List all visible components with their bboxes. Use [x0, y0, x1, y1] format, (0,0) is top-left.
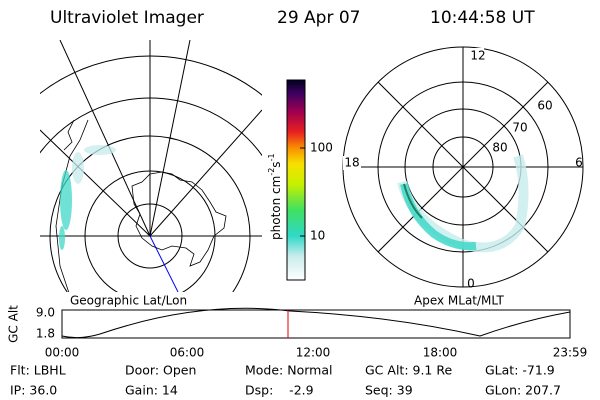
info-field: IP: 36.0 [10, 383, 57, 398]
mlt-label: 0 [467, 277, 475, 291]
mlt-label: 6 [575, 156, 583, 170]
title: Ultraviolet Imager [50, 8, 204, 28]
colorbar [286, 79, 306, 281]
info-field: GC Alt: 9.1 Re [365, 363, 452, 378]
mlt-label: 12 [470, 49, 485, 63]
unit: s [269, 161, 283, 167]
x-tick-label: 06:00 [170, 346, 205, 360]
info-field: GLat: -71.9 [485, 363, 555, 378]
lat-label: 70 [512, 121, 527, 135]
y-tick-label: 1.8 [36, 327, 55, 341]
x-tick-label: 00:00 [45, 346, 80, 360]
colorbar-tick-label: 10 [310, 229, 325, 243]
info-field: Dsp: -2.9 [245, 383, 314, 398]
info-field: Mode: Normal [245, 363, 332, 378]
exponent: -2 [267, 168, 276, 176]
polar-aurora [397, 154, 529, 253]
panel-label: Apex MLat/MLT [414, 294, 504, 308]
unit: photon cm [269, 176, 283, 240]
orbit-frame [61, 309, 571, 339]
polar-grid [342, 46, 584, 288]
y-tick-label: 9.0 [36, 306, 55, 320]
mlt-label: 18 [344, 156, 359, 170]
orbit-curve [61, 307, 571, 339]
panel-label: Geographic Lat/Lon [70, 294, 187, 308]
info-field: Flt: LBHL [10, 363, 66, 378]
geo-aurora [59, 145, 116, 250]
time: 10:44:58 UT [430, 8, 535, 28]
exponent: -1 [267, 153, 276, 161]
x-tick-label: 18:00 [423, 346, 458, 360]
colorbar-label: photon cm-2s-1 [267, 153, 283, 240]
info-field: Door: Open [125, 363, 196, 378]
info-field: Seq: 39 [365, 383, 413, 398]
info-panel: Flt: LBHL IP: 36.0 Door: Open Gain: 14 Mode:… [10, 363, 561, 398]
date: 29 Apr 07 [277, 8, 360, 28]
x-tick-label: 12:00 [296, 346, 331, 360]
info-field: GLon: 207.7 [485, 383, 561, 398]
info-field: Gain: 14 [125, 383, 178, 398]
colorbar-tick-label: 100 [310, 141, 333, 155]
y-label: GC Alt [7, 305, 21, 343]
lat-label: 80 [492, 141, 507, 155]
x-tick-label: 23:59 [553, 346, 588, 360]
lat-label: 60 [537, 99, 552, 113]
